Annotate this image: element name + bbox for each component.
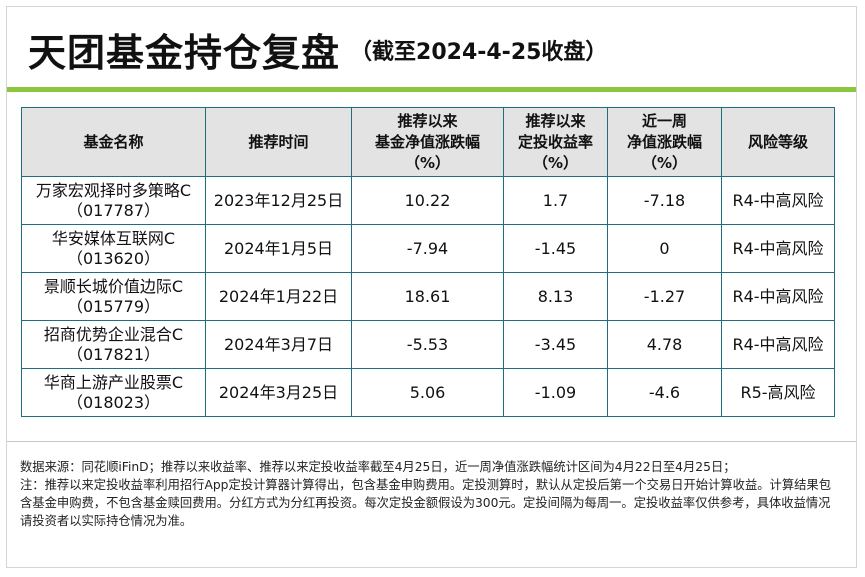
fund-name-cell: 华商上游产业股票C （018023） bbox=[21, 368, 206, 417]
fund-name-cell: 华安媒体互联网C （013620） bbox=[21, 224, 206, 273]
week-change-cell: -7.18 bbox=[607, 176, 722, 225]
fund-table: 基金名称 推荐时间 推荐以来 基金净值涨跌幅 （%） 推荐以来 定投收益率 （%） 近一… bbox=[21, 107, 835, 417]
page-title: 天团基金持仓复盘 bbox=[28, 31, 341, 75]
nav-change-cell: 18.61 bbox=[351, 272, 504, 321]
title-divider bbox=[7, 87, 856, 92]
footer-divider bbox=[7, 441, 856, 442]
header-dca-return: 推荐以来 定投收益率 （%） bbox=[503, 107, 608, 177]
header-risk-level: 风险等级 bbox=[721, 107, 835, 177]
dca-return-cell: 1.7 bbox=[503, 176, 608, 225]
date-cell: 2024年3月7日 bbox=[205, 320, 352, 369]
page-subtitle: （截至2024-4-25收盘） bbox=[350, 40, 608, 65]
week-change-cell: -4.6 bbox=[607, 368, 722, 417]
week-change-cell: 4.78 bbox=[607, 320, 722, 369]
footnotes: 数据来源：同花顺iFinD；推荐以来收益率、推荐以来定投收益率截至4月25日，近… bbox=[20, 458, 838, 530]
date-cell: 2024年1月5日 bbox=[205, 224, 352, 273]
dca-return-cell: -1.45 bbox=[503, 224, 608, 273]
table-header-row: 基金名称 推荐时间 推荐以来 基金净值涨跌幅 （%） 推荐以来 定投收益率 （%） 近一… bbox=[21, 107, 835, 177]
table-row: 华安媒体互联网C （013620） 2024年1月5日 -7.94 -1.45 0… bbox=[21, 224, 835, 273]
fund-name-cell: 万家宏观择时多策略C （017787） bbox=[21, 176, 206, 225]
risk-cell: R4-中高风险 bbox=[721, 272, 835, 321]
risk-cell: R4-中高风险 bbox=[721, 320, 835, 369]
dca-return-cell: -3.45 bbox=[503, 320, 608, 369]
dca-return-cell: -1.09 bbox=[503, 368, 608, 417]
nav-change-cell: -7.94 bbox=[351, 224, 504, 273]
risk-cell: R4-中高风险 bbox=[721, 224, 835, 273]
header-nav-change: 推荐以来 基金净值涨跌幅 （%） bbox=[351, 107, 504, 177]
table-row: 景顺长城价值边际C （015779） 2024年1月22日 18.61 8.13 … bbox=[21, 272, 835, 321]
date-cell: 2024年1月22日 bbox=[205, 272, 352, 321]
header-fund-name: 基金名称 bbox=[21, 107, 206, 177]
nav-change-cell: -5.53 bbox=[351, 320, 504, 369]
dca-return-cell: 8.13 bbox=[503, 272, 608, 321]
slide-frame bbox=[6, 6, 857, 568]
table-row: 万家宏观择时多策略C （017787） 2023年12月25日 10.22 1.7… bbox=[21, 176, 835, 225]
date-cell: 2024年3月25日 bbox=[205, 368, 352, 417]
nav-change-cell: 5.06 bbox=[351, 368, 504, 417]
table-row: 华商上游产业股票C （018023） 2024年3月25日 5.06 -1.09 … bbox=[21, 368, 835, 417]
risk-cell: R5-高风险 bbox=[721, 368, 835, 417]
methodology-note: 注：推荐以来定投收益率利用招行App定投计算器计算得出，包含基金申购费用。定投测… bbox=[20, 478, 832, 528]
date-cell: 2023年12月25日 bbox=[205, 176, 352, 225]
table-row: 招商优势企业混合C （017821） 2024年3月7日 -5.53 -3.45 … bbox=[21, 320, 835, 369]
title-row: 天团基金持仓复盘 （截至2024-4-25收盘） bbox=[28, 26, 607, 80]
week-change-cell: 0 bbox=[607, 224, 722, 273]
data-source-note: 数据来源：同花顺iFinD；推荐以来收益率、推荐以来定投收益率截至4月25日，近… bbox=[20, 460, 736, 474]
fund-name-cell: 招商优势企业混合C （017821） bbox=[21, 320, 206, 369]
header-recommend-date: 推荐时间 bbox=[205, 107, 352, 177]
fund-name-cell: 景顺长城价值边际C （015779） bbox=[21, 272, 206, 321]
week-change-cell: -1.27 bbox=[607, 272, 722, 321]
header-week-change: 近一周 净值涨跌幅 （%） bbox=[607, 107, 722, 177]
nav-change-cell: 10.22 bbox=[351, 176, 504, 225]
risk-cell: R4-中高风险 bbox=[721, 176, 835, 225]
